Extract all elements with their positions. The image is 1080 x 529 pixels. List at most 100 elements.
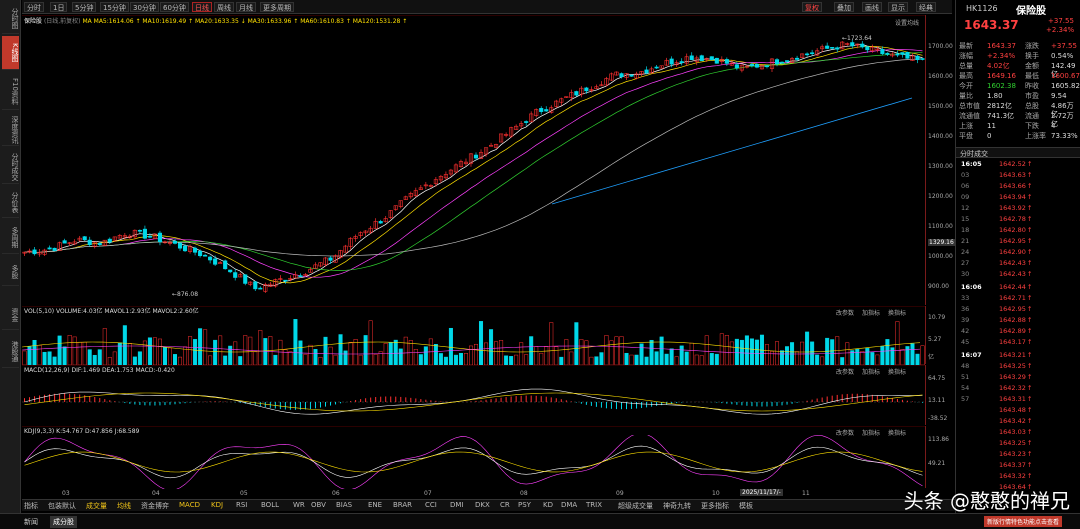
indicator-tab[interactable]: OBV xyxy=(311,501,326,509)
indicator-tab[interactable]: ENE xyxy=(368,501,383,509)
tab-daily[interactable]: 日线 xyxy=(192,2,212,12)
ticks-list[interactable]: 16:05 1642.52 ↑ 03 1643.63 ↑ 06 1643.66 ↑ 09 1643.… xyxy=(956,160,1080,515)
indicator-tab[interactable]: 包装默认 xyxy=(48,502,76,510)
price-panel[interactable]: 保险股 (日线,前复权) MA MA5:1614.06 ↑ MA10:1619.… xyxy=(22,15,925,305)
indicator-tab[interactable]: WR xyxy=(293,501,305,509)
overlay-button[interactable]: 叠加 xyxy=(834,2,854,12)
candle-body xyxy=(875,48,880,51)
indicator-tab[interactable]: BRAR xyxy=(393,501,413,509)
volume-bar xyxy=(795,351,800,365)
kdj-add-indicator[interactable]: 加指标 xyxy=(862,430,881,437)
nav-price-table[interactable]: 分价表 xyxy=(2,188,19,218)
tab-timeshare[interactable]: 分时 xyxy=(24,2,44,12)
tab-1day[interactable]: 1日 xyxy=(50,2,68,12)
vol-add-indicator[interactable]: 加指标 xyxy=(862,310,881,317)
display-button[interactable]: 显示 xyxy=(888,2,908,12)
tab-60min[interactable]: 60分钟 xyxy=(160,2,189,12)
quote-cell: 1605.82 xyxy=(1051,82,1080,90)
volume-bar xyxy=(539,352,544,365)
footer-tab-news[interactable]: 新闻 xyxy=(24,518,38,526)
candle-body xyxy=(258,287,263,290)
footer-tab-constituents[interactable]: 成分股 xyxy=(50,516,77,528)
kdj-panel[interactable]: KDJ(9,3,3) K:54.767 D:47.856 J:68.589 改参… xyxy=(22,426,925,489)
indicator-tab[interactable]: 更多指标 xyxy=(701,502,729,510)
volume-panel[interactable]: VOL(5,10) VOLUME:4.03亿 MAVOL1:2.93亿 MAVO… xyxy=(22,306,925,365)
vol-switch-indicator[interactable]: 换指标 xyxy=(888,310,907,317)
candle-body xyxy=(524,121,529,123)
tab-weekly[interactable]: 周线 xyxy=(214,2,234,12)
tab-monthly[interactable]: 月线 xyxy=(236,2,256,12)
indicator-tab[interactable]: DKX xyxy=(475,501,490,509)
macd-switch-indicator[interactable]: 换指标 xyxy=(888,369,907,376)
volume-bar xyxy=(403,336,408,365)
indicator-tab[interactable]: BOLL xyxy=(261,501,279,509)
indicator-tab[interactable]: DMI xyxy=(450,501,464,509)
tick-price: 1643.25 xyxy=(999,439,1026,447)
volume-bar xyxy=(323,336,328,365)
indicator-tab[interactable]: 神奇九转 xyxy=(663,502,691,510)
tab-5min[interactable]: 5分钟 xyxy=(72,2,97,12)
indicator-tab[interactable]: 模板 xyxy=(739,502,753,510)
candle-body xyxy=(238,274,243,278)
volume-bar xyxy=(438,353,443,365)
indicator-tab[interactable]: 超级成交量 xyxy=(618,502,653,510)
vol-change-params[interactable]: 改参数 xyxy=(836,310,855,317)
draw-button[interactable]: 画线 xyxy=(862,2,882,12)
candle-body xyxy=(107,238,112,243)
indicator-tab[interactable]: BIAS xyxy=(336,501,353,509)
macd-panel[interactable]: MACD(12,26,9) DIF:1.469 DEA:1.753 MACD:-… xyxy=(22,365,925,425)
candle-body xyxy=(273,279,278,287)
nav-timeshare[interactable]: 分时图 xyxy=(2,4,19,34)
quote-cell: 2812亿 xyxy=(987,102,1012,110)
nav-multi-stock[interactable]: 多股 xyxy=(2,258,19,286)
indicator-tab[interactable]: DMA xyxy=(561,501,578,509)
volume-axis: 10.79 5.27 亿 xyxy=(925,306,955,364)
indicator-tab[interactable]: 指标 xyxy=(24,502,38,510)
indicator-tab[interactable]: CR xyxy=(500,501,510,509)
volume-bar xyxy=(433,344,438,365)
indicator-tab[interactable]: KDJ xyxy=(211,501,224,509)
kdj-change-params[interactable]: 改参数 xyxy=(836,430,855,437)
indicator-tab[interactable]: MACD xyxy=(179,501,200,509)
volume-bar xyxy=(845,342,850,365)
nav-multi-period[interactable]: 多周期 xyxy=(2,222,19,254)
indicator-tab[interactable]: 均线 xyxy=(117,502,131,510)
stock-sub: (日线,前复权) xyxy=(43,18,81,25)
classic-button[interactable]: 经典 xyxy=(916,2,936,12)
indicator-tab[interactable]: 资金博弈 xyxy=(141,502,169,510)
indicator-tab[interactable]: 成交量 xyxy=(86,502,107,510)
tick-time: 33 xyxy=(961,294,970,302)
nav-depth[interactable]: 深度资讯 xyxy=(2,114,19,146)
new-version-notice[interactable]: 新版行情特色功能点击查看 xyxy=(984,516,1063,527)
quote-cell: 0 xyxy=(987,132,992,140)
tab-15min[interactable]: 15分钟 xyxy=(100,2,129,12)
candle-body xyxy=(604,78,609,86)
macd-change-params[interactable]: 改参数 xyxy=(836,369,855,376)
indicator-tab[interactable]: TRIX xyxy=(586,501,602,509)
ma5-line xyxy=(24,44,923,287)
indicator-tab[interactable]: PSY xyxy=(518,501,531,509)
candle-body xyxy=(348,237,353,247)
volume-bar xyxy=(358,354,363,365)
restore-rights-button[interactable]: 复权 xyxy=(802,2,822,12)
candle-body xyxy=(97,242,102,246)
indicator-tab[interactable]: CCI xyxy=(425,501,437,509)
ma-settings-button[interactable]: 设置均线 xyxy=(894,20,919,27)
candle-body xyxy=(860,43,865,48)
nav-hk-connect[interactable]: 港股通 xyxy=(2,336,19,368)
tab-30min[interactable]: 30分钟 xyxy=(130,2,159,12)
tick-price: 1643.63 xyxy=(999,171,1026,179)
quote-grid: 最新 1643.37 涨跌 +37.55 涨幅 +2.34% 换手 0.54% 总量 4.02亿 金… xyxy=(956,42,1080,142)
kdj-switch-indicator[interactable]: 换指标 xyxy=(888,430,907,437)
volume-bar xyxy=(764,344,769,365)
nav-funds[interactable]: 资金 xyxy=(2,300,19,330)
nav-f10[interactable]: F10资料 xyxy=(2,74,19,110)
nav-ticks[interactable]: 分时成交 xyxy=(2,150,19,184)
indicator-tab[interactable]: RSI xyxy=(236,501,248,509)
volume-bar xyxy=(348,341,353,365)
indicator-tab[interactable]: KD xyxy=(543,501,553,509)
volume-bar xyxy=(453,354,458,365)
macd-add-indicator[interactable]: 加指标 xyxy=(862,369,881,376)
tab-more-periods[interactable]: 更多周期 xyxy=(260,2,294,12)
nav-kline[interactable]: K线图 xyxy=(2,36,19,70)
